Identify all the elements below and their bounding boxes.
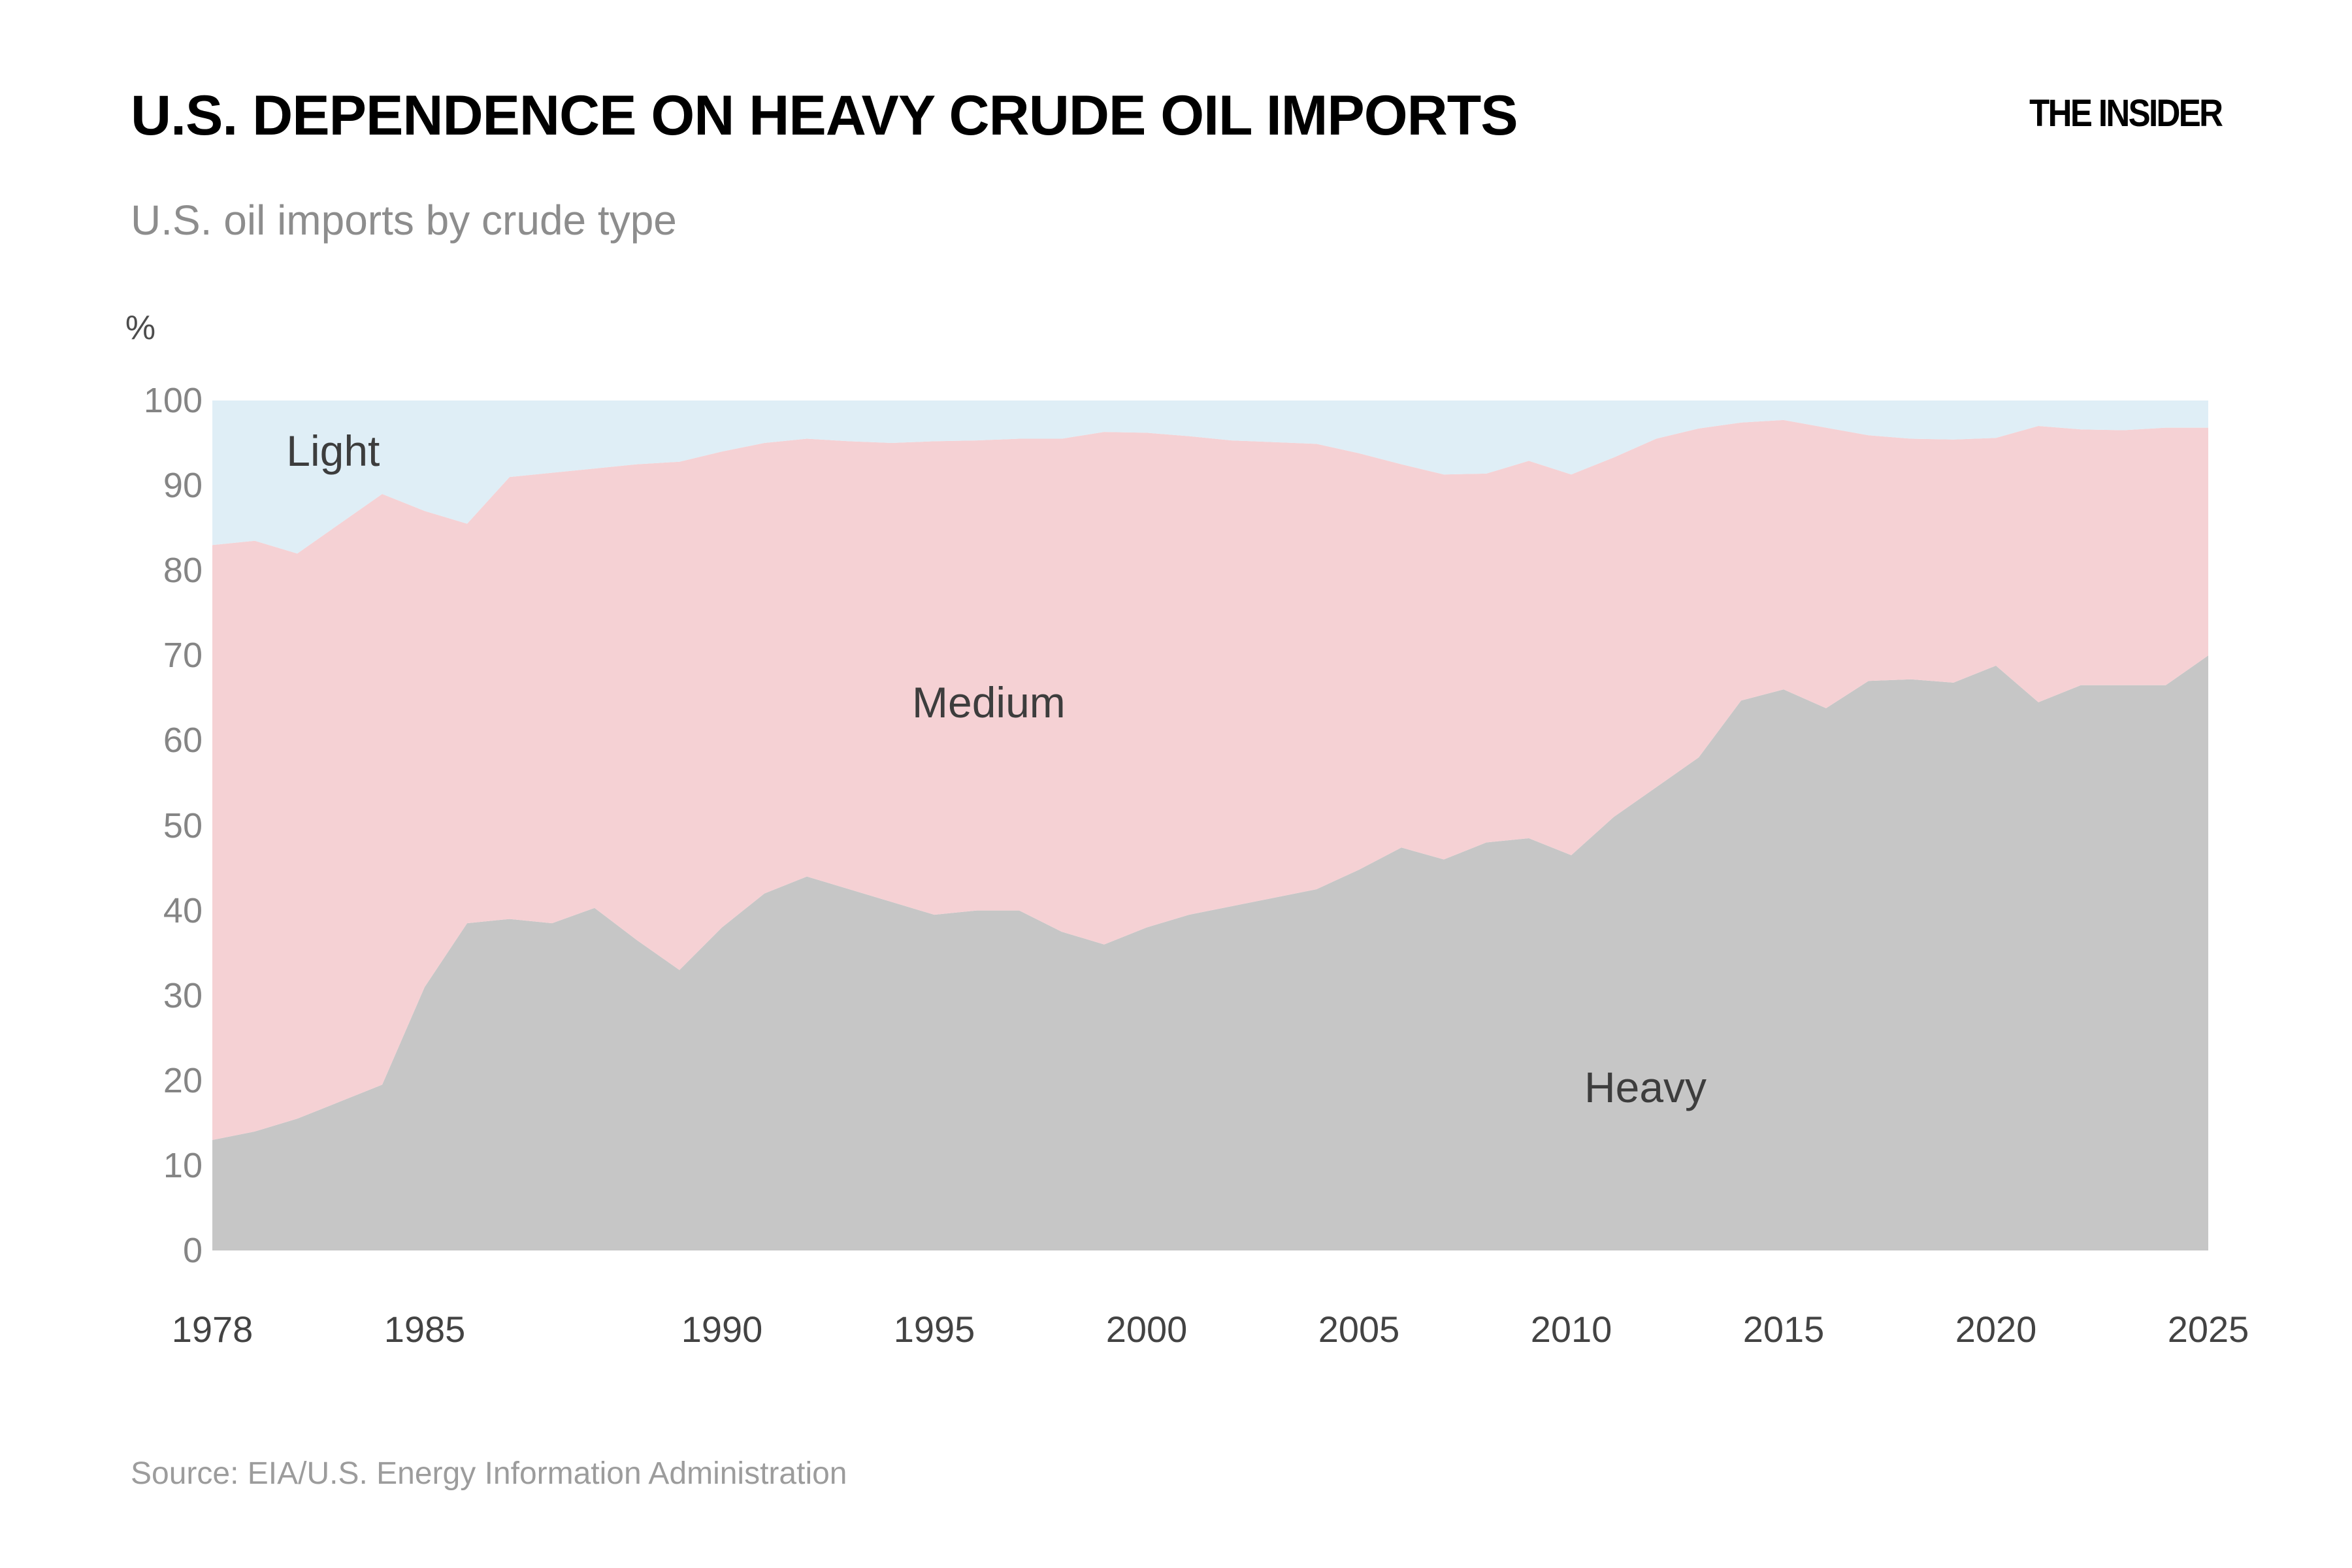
x-tick-label: 2015 bbox=[1742, 1309, 1825, 1350]
x-tick-label: 1995 bbox=[893, 1309, 975, 1350]
plot-area: Light Medium Heavy bbox=[212, 400, 2208, 1250]
y-tick-label: 30 bbox=[163, 975, 203, 1015]
x-tick-label: 1990 bbox=[681, 1309, 763, 1350]
area-medium bbox=[212, 419, 2208, 1140]
y-axis-unit-label: % bbox=[125, 309, 156, 347]
x-tick-label: 1985 bbox=[384, 1309, 466, 1350]
y-tick-label: 70 bbox=[163, 636, 203, 676]
y-tick-label: 100 bbox=[143, 381, 203, 420]
area-heavy bbox=[212, 655, 2208, 1250]
stacked-area-chart bbox=[212, 400, 2208, 1250]
y-tick-label: 60 bbox=[163, 721, 203, 760]
y-tick-label: 0 bbox=[182, 1231, 203, 1270]
y-tick-label: 40 bbox=[163, 890, 203, 930]
y-tick-label: 50 bbox=[163, 806, 203, 845]
y-tick-label: 90 bbox=[163, 466, 203, 506]
x-tick-label: 2025 bbox=[2167, 1309, 2249, 1350]
series-label-heavy: Heavy bbox=[1584, 1063, 1707, 1112]
y-axis: 0 10 20 30 40 50 60 70 80 90 100 bbox=[0, 0, 203, 1568]
x-axis: 1978 1985 1990 1995 2000 2005 2010 2015 2020 2025 bbox=[0, 1308, 2352, 1360]
x-tick-label: 2000 bbox=[1105, 1309, 1188, 1350]
source-note: Source: EIA/U.S. Energy Information Admi… bbox=[131, 1456, 847, 1491]
area-light bbox=[212, 400, 2208, 554]
chart-subtitle: U.S. oil imports by crude type bbox=[131, 197, 677, 244]
page-title: U.S. DEPENDENCE ON HEAVY CRUDE OIL IMPOR… bbox=[131, 84, 1518, 147]
series-label-medium: Medium bbox=[912, 678, 1066, 727]
x-tick-label: 1978 bbox=[171, 1309, 253, 1350]
x-tick-label: 2005 bbox=[1318, 1309, 1400, 1350]
brand-logo: THE INSIDER bbox=[2029, 92, 2223, 135]
y-tick-label: 80 bbox=[163, 551, 203, 591]
y-tick-label: 10 bbox=[163, 1145, 203, 1185]
x-tick-label: 2020 bbox=[1955, 1309, 2037, 1350]
x-tick-label: 2010 bbox=[1530, 1309, 1612, 1350]
y-tick-label: 20 bbox=[163, 1060, 203, 1100]
series-label-light: Light bbox=[286, 426, 380, 475]
